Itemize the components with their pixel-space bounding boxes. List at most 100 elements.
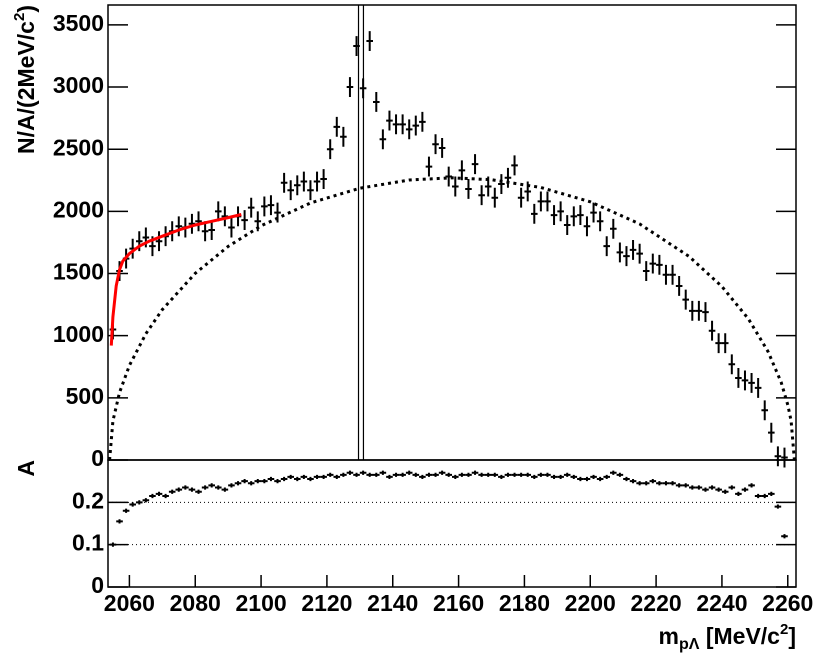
x-tick-label: 2120 [301, 590, 352, 616]
data-point [195, 489, 202, 494]
data-point [768, 491, 775, 496]
x-tick-label: 2100 [235, 590, 286, 616]
data-point [359, 78, 367, 99]
x-axis-label-end: ] [788, 623, 796, 649]
y-tick-label: 0.1 [72, 530, 104, 556]
data-point [432, 134, 439, 155]
data-point [458, 160, 466, 181]
data-point [320, 474, 327, 480]
data-point [478, 472, 485, 477]
data-point [656, 481, 663, 486]
data-point [438, 138, 446, 158]
data-point [754, 493, 762, 499]
data-point [629, 479, 637, 484]
data-point [517, 472, 525, 477]
data-point [781, 534, 788, 539]
data-point [135, 500, 143, 505]
data-point [353, 36, 360, 56]
data-point [675, 276, 683, 296]
data-point [142, 498, 150, 503]
data-point [642, 261, 650, 281]
data-point [754, 377, 762, 398]
data-point [629, 239, 637, 260]
data-point [254, 479, 262, 484]
data-point [610, 218, 617, 239]
data-point [583, 476, 591, 482]
data-point [214, 201, 222, 222]
data-point [649, 479, 657, 484]
y-axis-label-main: N/A/(2MeV/c [13, 21, 39, 154]
data-point [379, 129, 387, 150]
data-point [748, 483, 755, 488]
data-point [307, 180, 314, 201]
y-axis-label-sup: 2 [11, 13, 28, 21]
y-axis-label-end: ) [13, 5, 39, 13]
data-point [557, 474, 564, 480]
data-point [768, 422, 775, 443]
data-point [386, 474, 393, 480]
y-tick-label: 500 [66, 383, 104, 409]
data-point [498, 174, 505, 194]
data-point [544, 472, 551, 477]
data-point [353, 472, 360, 477]
data-point [419, 474, 426, 480]
data-point [675, 483, 683, 488]
y-tick-label: 0 [91, 445, 104, 471]
data-point [590, 202, 597, 223]
data-point [465, 179, 472, 199]
data-point [149, 493, 156, 499]
data-point [452, 474, 459, 480]
data-point [274, 479, 281, 484]
data-point [735, 368, 742, 388]
data-point [425, 156, 433, 177]
data-point [570, 474, 578, 480]
data-point [498, 474, 505, 480]
data-point [214, 485, 222, 490]
data-point [735, 491, 742, 496]
data-point [267, 476, 275, 482]
data-point [280, 172, 288, 193]
data-point [563, 215, 571, 235]
data-point [577, 476, 584, 482]
data-point [695, 300, 703, 321]
data-point [405, 119, 413, 140]
data-point [228, 217, 235, 238]
data-point [287, 474, 294, 480]
x-tick-label: 2160 [433, 590, 484, 616]
y-tick-label: 2000 [53, 196, 104, 222]
data-point [708, 320, 716, 341]
y-axis-label: N/A/(2MeV/c2) [11, 5, 39, 154]
data-point [261, 196, 268, 217]
data-point [221, 487, 229, 492]
data-point [570, 206, 578, 227]
y-tick-label: 1500 [53, 259, 104, 285]
data-point [741, 370, 749, 391]
x-tick-label: 2220 [631, 590, 682, 616]
data-point [372, 472, 380, 477]
data-point [761, 400, 769, 421]
data-point [761, 493, 769, 499]
data-point [168, 489, 176, 494]
data-point [208, 483, 215, 488]
data-point [379, 470, 387, 475]
y-axis-label: A [13, 460, 39, 477]
fit-curve [109, 213, 242, 346]
data-point [491, 472, 499, 477]
x-axis-label-main: m [659, 623, 679, 649]
data-point [741, 487, 749, 492]
data-point [392, 114, 400, 135]
data-point [333, 116, 341, 137]
data-point [412, 472, 420, 477]
x-axis-label-sup: 2 [780, 621, 788, 638]
data-point [695, 485, 703, 490]
data-point [689, 485, 696, 490]
data-point [195, 211, 202, 232]
data-point [346, 470, 354, 475]
data-point [326, 472, 334, 477]
data-point [682, 483, 690, 488]
data-point [293, 476, 301, 482]
data-point [175, 487, 183, 492]
y-tick-label: 1000 [53, 321, 104, 347]
data-point [781, 447, 788, 468]
data-point [405, 470, 413, 475]
